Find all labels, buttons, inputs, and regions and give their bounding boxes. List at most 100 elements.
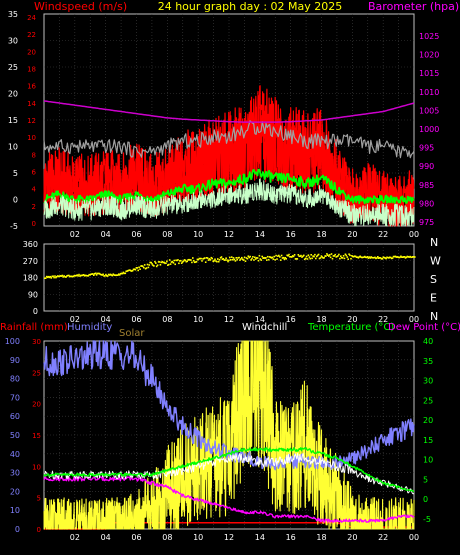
direction-point [161, 260, 164, 263]
temperature-ticks: 40 35 30 25 20 15 10 5 0 -5 [423, 337, 433, 524]
direction-point [234, 260, 237, 262]
direction-point [377, 256, 379, 258]
direction-point [182, 260, 185, 262]
direction-point [124, 272, 127, 275]
direction-point [370, 256, 373, 258]
direction-point [120, 272, 123, 275]
temperature-tick--5: -5 [423, 515, 431, 524]
windchill-line [43, 452, 415, 495]
direction-point [122, 271, 125, 274]
panel3-x-tick-10: 10 [193, 533, 203, 542]
direction-point [141, 265, 143, 267]
direction-point [142, 265, 144, 268]
direction-point [338, 253, 340, 256]
direction-point [131, 269, 134, 272]
direction-point [239, 259, 241, 261]
direction-point [154, 260, 156, 263]
direction-point [352, 255, 355, 258]
direction-point [87, 275, 90, 277]
direction-point [169, 263, 172, 265]
direction-point [248, 256, 250, 259]
rainfall-ticks: 30 25 20 15 10 5 0 [32, 338, 41, 534]
direction-point [380, 258, 383, 260]
windspeed-tick-15: 15 [8, 116, 18, 125]
direction-point [195, 260, 198, 263]
direction-point [137, 269, 139, 272]
direction-point [56, 275, 58, 278]
direction-tick-180: 180 [23, 274, 38, 283]
direction-point [119, 272, 122, 275]
wind-inner-tick-14: 14 [27, 100, 36, 108]
direction-point [145, 267, 148, 269]
direction-point [200, 257, 202, 260]
direction-point [187, 259, 189, 261]
direction-point [155, 265, 158, 268]
panel3-x-tick-04: 04 [101, 533, 111, 542]
direction-point [128, 269, 130, 272]
direction-point [89, 274, 91, 276]
direction-point [272, 258, 275, 260]
direction-point [401, 256, 403, 258]
direction-point [108, 274, 111, 276]
direction-point [258, 254, 261, 257]
panel3-x-tick-14: 14 [255, 533, 265, 542]
direction-point [384, 257, 386, 259]
direction-point [224, 259, 226, 261]
panel2-grid [44, 244, 414, 311]
direction-point [412, 256, 414, 258]
direction-point [104, 275, 106, 277]
direction-point [215, 260, 217, 262]
panel2-series [44, 253, 416, 279]
direction-point [216, 260, 218, 263]
panel2-x-ticks: 02 04 06 08 10 12 14 16 18 20 22 00 [70, 315, 419, 324]
direction-point [211, 257, 213, 260]
direction-point [158, 261, 161, 263]
direction-point [336, 255, 338, 258]
direction-point [375, 257, 377, 260]
direction-point [296, 258, 299, 260]
panel3-x-tick-00: 00 [409, 533, 419, 542]
direction-point [308, 256, 311, 258]
direction-point [95, 274, 98, 276]
rain-tick-25: 25 [32, 369, 41, 377]
direction-point [289, 256, 291, 258]
panel2-x-tick-04: 04 [101, 315, 111, 324]
direction-point [171, 260, 174, 263]
direction-point [327, 254, 329, 256]
direction-point [232, 257, 235, 259]
dewpoint-axis-label: Dew Point (°C) [388, 322, 460, 333]
direction-point [293, 254, 296, 256]
direction-point [404, 257, 407, 259]
direction-point [285, 258, 287, 260]
wind-inner-tick-2: 2 [32, 203, 36, 211]
direction-point [155, 262, 157, 264]
direction-point [72, 275, 75, 278]
direction-point [151, 263, 153, 265]
panel1-x-tick-20: 20 [347, 230, 357, 239]
direction-point [391, 257, 394, 259]
humidity-tick-60: 60 [10, 412, 20, 421]
barometer-axis-label: Barometer (hpa) [368, 0, 459, 13]
direction-point [382, 256, 385, 258]
direction-point [106, 275, 108, 277]
barometer-tick-1005: 1005 [419, 106, 439, 115]
direction-point [206, 257, 209, 259]
direction-point [411, 256, 413, 258]
direction-point [196, 258, 199, 261]
direction-point [286, 254, 288, 257]
panel2-x-tick-14: 14 [255, 315, 265, 324]
barometer-line [43, 100, 415, 123]
temperature-axis-label: Temperature (°C) [307, 322, 394, 333]
direction-point [339, 257, 341, 260]
direction-point [194, 261, 197, 263]
direction-point [175, 259, 177, 262]
direction-point [79, 275, 81, 277]
direction-point [301, 256, 303, 258]
direction-point [54, 275, 56, 277]
direction-point [238, 256, 240, 259]
humidity-line [43, 340, 415, 471]
direction-point [303, 258, 306, 261]
